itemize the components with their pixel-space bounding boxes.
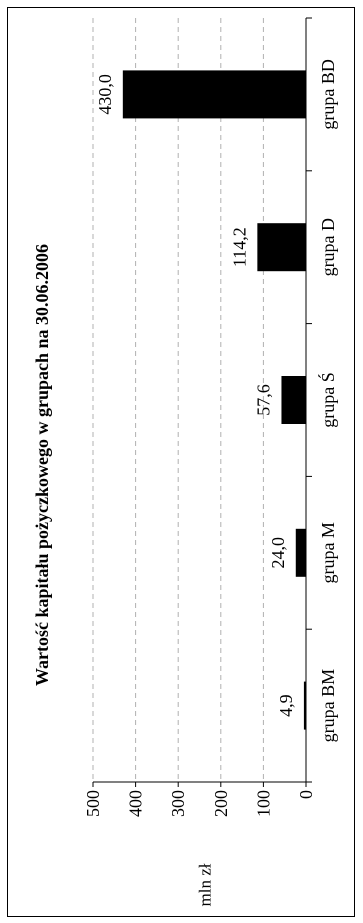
chart-title: Wartość kapitału pożyczkowego w grupach …	[32, 244, 52, 686]
y-tick-label: 0	[296, 790, 316, 799]
category-label: grupa BM	[318, 669, 338, 743]
data-label: 430,0	[95, 74, 115, 115]
bar	[295, 528, 306, 577]
category-label: grupa M	[318, 522, 338, 584]
bar	[257, 223, 306, 272]
category-label: grupa Ś	[317, 372, 338, 428]
data-label: 57,6	[253, 384, 273, 416]
bar	[281, 376, 306, 424]
grid-layer	[92, 18, 264, 782]
bar	[303, 681, 306, 730]
category-label: grupa D	[318, 218, 338, 276]
y-tick-label: 300	[168, 790, 188, 817]
y-tick-label: 500	[83, 790, 103, 817]
data-label: 24,0	[268, 537, 288, 569]
y-tick-label: 200	[211, 790, 231, 817]
data-label: 4,9	[276, 694, 296, 717]
bars-layer	[122, 70, 306, 730]
axes-layer	[92, 17, 312, 787]
labels-layer: Wartość kapitału pożyczkowego w grupach …	[32, 59, 338, 906]
y-tick-label: 400	[126, 790, 146, 817]
y-tick-label: 100	[253, 790, 273, 817]
chart-frame	[7, 7, 355, 917]
bar	[122, 70, 306, 119]
y-axis-label: mln zł	[196, 863, 215, 906]
data-label: 114,2	[229, 227, 249, 267]
category-label: grupa BD	[318, 59, 338, 129]
